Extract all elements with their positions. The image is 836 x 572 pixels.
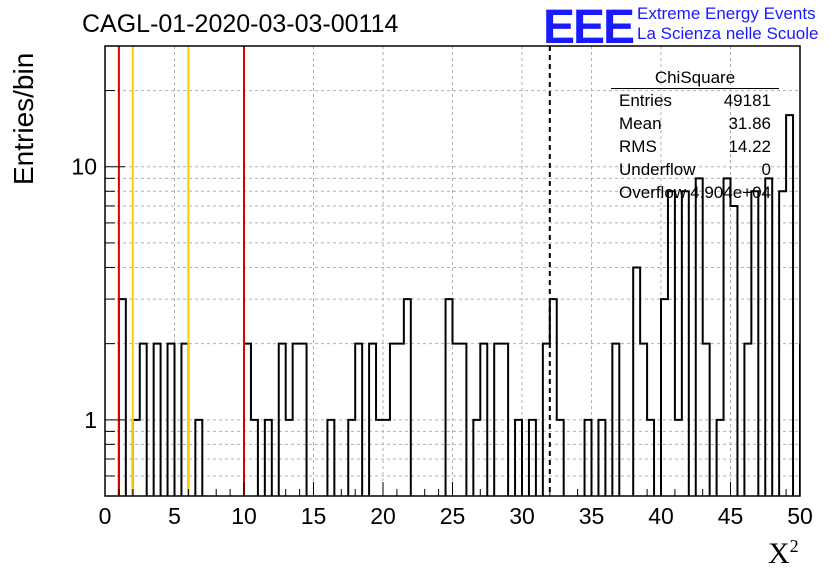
histogram-series [117,114,800,496]
x-tick-label: 0 [99,503,112,529]
x-tick-label: 15 [301,503,327,529]
x-tick-label: 30 [509,503,535,529]
stats-key: Overflow [619,183,687,202]
stats-row-underflow: Underflow 0 [611,160,779,183]
stats-value: 14.22 [728,137,771,156]
x-tick-label: 25 [440,503,466,529]
logo-line-1: Extreme Energy Events [637,4,816,23]
logo-line-2: La Scienza nelle Scuole [637,24,819,43]
chart-title: CAGL-01-2020-03-03-00114 [82,10,399,38]
x-axis-label-base: X [768,537,790,570]
y-axis-label: Entries/bin [8,52,39,185]
x-tick-label: 40 [648,503,674,529]
stats-box-title: ChiSquare [611,68,779,89]
x-axis-label-superscript: 2 [789,536,799,556]
stats-key: Entries [619,91,672,110]
x-tick-label: 35 [579,503,605,529]
stats-value: 4.904e+04 [690,183,771,202]
x-tick-label: 20 [370,503,396,529]
y-tick-label: 10 [71,154,97,180]
x-tick-label: 10 [231,503,257,529]
eee-logo-mark: EEE [543,1,635,54]
stats-key: Mean [619,114,662,133]
stats-box: ChiSquare Entries 49181 Mean 31.86 RMS 1… [611,68,779,206]
x-tick-label: 50 [787,503,813,529]
y-tick-label: 1 [84,407,97,433]
x-tick-label: 5 [168,503,181,529]
stats-value: 0 [761,160,771,179]
x-axis-label: X2 [768,536,799,571]
stats-row-entries: Entries 49181 [611,91,779,114]
stats-key: RMS [619,137,657,156]
stats-key: Underflow [619,160,696,179]
stats-value: 31.86 [728,114,771,133]
stats-value: 49181 [723,91,771,110]
stats-row-rms: RMS 14.22 [611,137,779,160]
stats-row-mean: Mean 31.86 [611,114,779,137]
stats-row-overflow: Overflow 4.904e+04 [611,183,779,206]
x-tick-label: 45 [718,503,744,529]
